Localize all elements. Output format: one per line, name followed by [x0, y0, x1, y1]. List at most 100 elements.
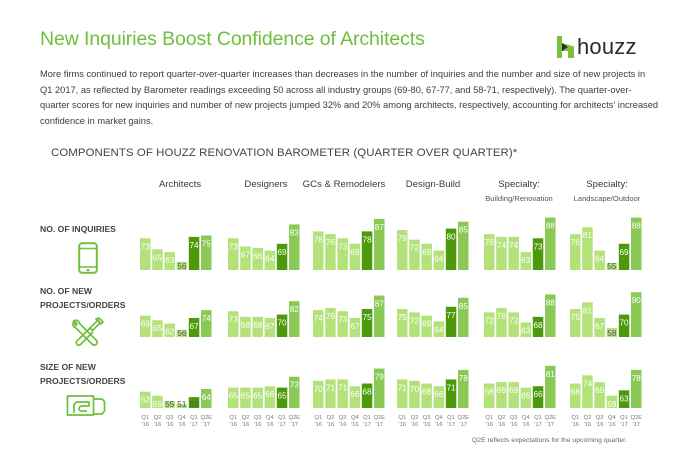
x-tick-label-year: '16: [351, 422, 359, 428]
bar: [201, 388, 212, 408]
x-tick-label-year: '16: [485, 422, 493, 428]
bar: [606, 263, 618, 270]
bar: [532, 316, 544, 337]
bar-value-label: 75: [571, 313, 581, 322]
bar: [337, 238, 348, 270]
bar: [361, 309, 373, 337]
bar-value-label: 63: [521, 326, 531, 335]
bar: [374, 368, 385, 408]
x-tick-label: Q3: [254, 415, 262, 421]
houzz-logo: houzz: [557, 34, 637, 60]
bar: [484, 312, 495, 337]
bar: [361, 383, 373, 408]
row-label-line: NO. OF INQUIRIES: [40, 224, 116, 234]
bar-value-label: 88: [632, 222, 642, 231]
bar: [508, 382, 519, 408]
x-tick-label: Q1: [534, 415, 542, 421]
bar: [264, 250, 276, 270]
bar-value-label: 69: [350, 248, 360, 257]
bar: [374, 218, 385, 270]
x-tick-label: Q2E: [288, 415, 300, 421]
bar-value-label: 75: [202, 240, 212, 249]
bar-value-label: 74: [497, 241, 507, 250]
bar: [252, 247, 263, 270]
bar: [433, 386, 445, 408]
bar: [228, 311, 239, 337]
bar-value-label: 68: [571, 388, 581, 397]
bar: [594, 382, 605, 408]
x-tick-label-year: '17: [290, 422, 298, 428]
bar: [325, 307, 336, 337]
bar-value-label: 58: [607, 329, 617, 338]
x-tick-label: Q4: [435, 415, 444, 421]
bar: [164, 252, 175, 270]
x-tick-label-year: '16: [608, 422, 616, 428]
bar: [325, 379, 336, 408]
x-tick-label: Q2E: [630, 415, 642, 421]
x-tick-label: Q1: [485, 415, 493, 421]
money-hand-icon: [66, 395, 106, 416]
bar: [152, 395, 163, 408]
x-tick-label-year: '16: [242, 422, 250, 428]
bar-value-label: 81: [583, 306, 593, 315]
bar: [445, 379, 457, 408]
bar: [445, 306, 457, 337]
group-header-name: Designers: [244, 179, 288, 190]
bar: [631, 369, 642, 408]
bar-value-label: 87: [375, 300, 385, 309]
bar-value-label: 67: [189, 322, 199, 331]
x-tick-label: Q2E: [200, 415, 212, 421]
bar: [421, 315, 432, 337]
bar-value-label: 72: [410, 316, 420, 325]
bar: [496, 382, 507, 408]
x-tick-label: Q3: [339, 415, 347, 421]
bar-value-label: 63: [521, 256, 531, 265]
bar-value-label: 69: [497, 386, 507, 395]
bar-value-label: 69: [595, 386, 605, 395]
bar-value-label: 83: [290, 228, 300, 237]
x-tick-label: Q2: [154, 415, 162, 421]
row-label-size-projects: SIZE OF NEW PROJECTS/ORDERS: [40, 361, 125, 388]
x-tick-label: Q1: [363, 415, 371, 421]
bar-value-label: 68: [241, 321, 251, 330]
bar: [409, 380, 420, 408]
x-tick-label: Q1: [141, 415, 149, 421]
bar-value-label: 73: [290, 381, 300, 390]
bar-value-label: 74: [189, 241, 199, 250]
logo-text: houzz: [577, 34, 637, 59]
x-tick-label-year: '16: [327, 422, 335, 428]
bar: [458, 297, 469, 337]
bar: [337, 311, 348, 337]
bar: [289, 301, 300, 337]
x-tick-label-year: '16: [423, 422, 431, 428]
bar: [545, 217, 556, 270]
bar-value-label: 66: [265, 390, 275, 399]
bar: [520, 387, 532, 408]
bar: [349, 317, 361, 337]
bar-value-label: 76: [497, 312, 507, 321]
bar-value-label: 74: [509, 241, 519, 250]
bar-value-label: 73: [533, 242, 543, 251]
bar: [433, 321, 445, 337]
bar: [164, 401, 175, 408]
bar: [508, 312, 519, 337]
bar: [520, 252, 532, 270]
x-tick-label-year: '16: [154, 422, 162, 428]
bar-value-label: 69: [422, 248, 432, 257]
bar-value-label: 88: [546, 298, 556, 307]
x-tick-label: Q4: [351, 415, 360, 421]
bar: [276, 387, 288, 408]
row-label-inquiries: NO. OF INQUIRIES: [40, 223, 116, 237]
x-tick-label: Q1: [571, 415, 579, 421]
bar-value-label: 85: [459, 226, 469, 235]
bar-value-label: 65: [277, 392, 287, 401]
x-tick-label-year: '17: [620, 422, 628, 428]
tools-icon: [72, 317, 104, 347]
x-tick-label-year: '16: [339, 422, 347, 428]
x-tick-label-year: '17: [459, 422, 467, 428]
bar: [349, 243, 361, 270]
bar: [264, 317, 276, 337]
group-header-name: Design-Build: [405, 179, 461, 190]
bar: [397, 229, 408, 270]
